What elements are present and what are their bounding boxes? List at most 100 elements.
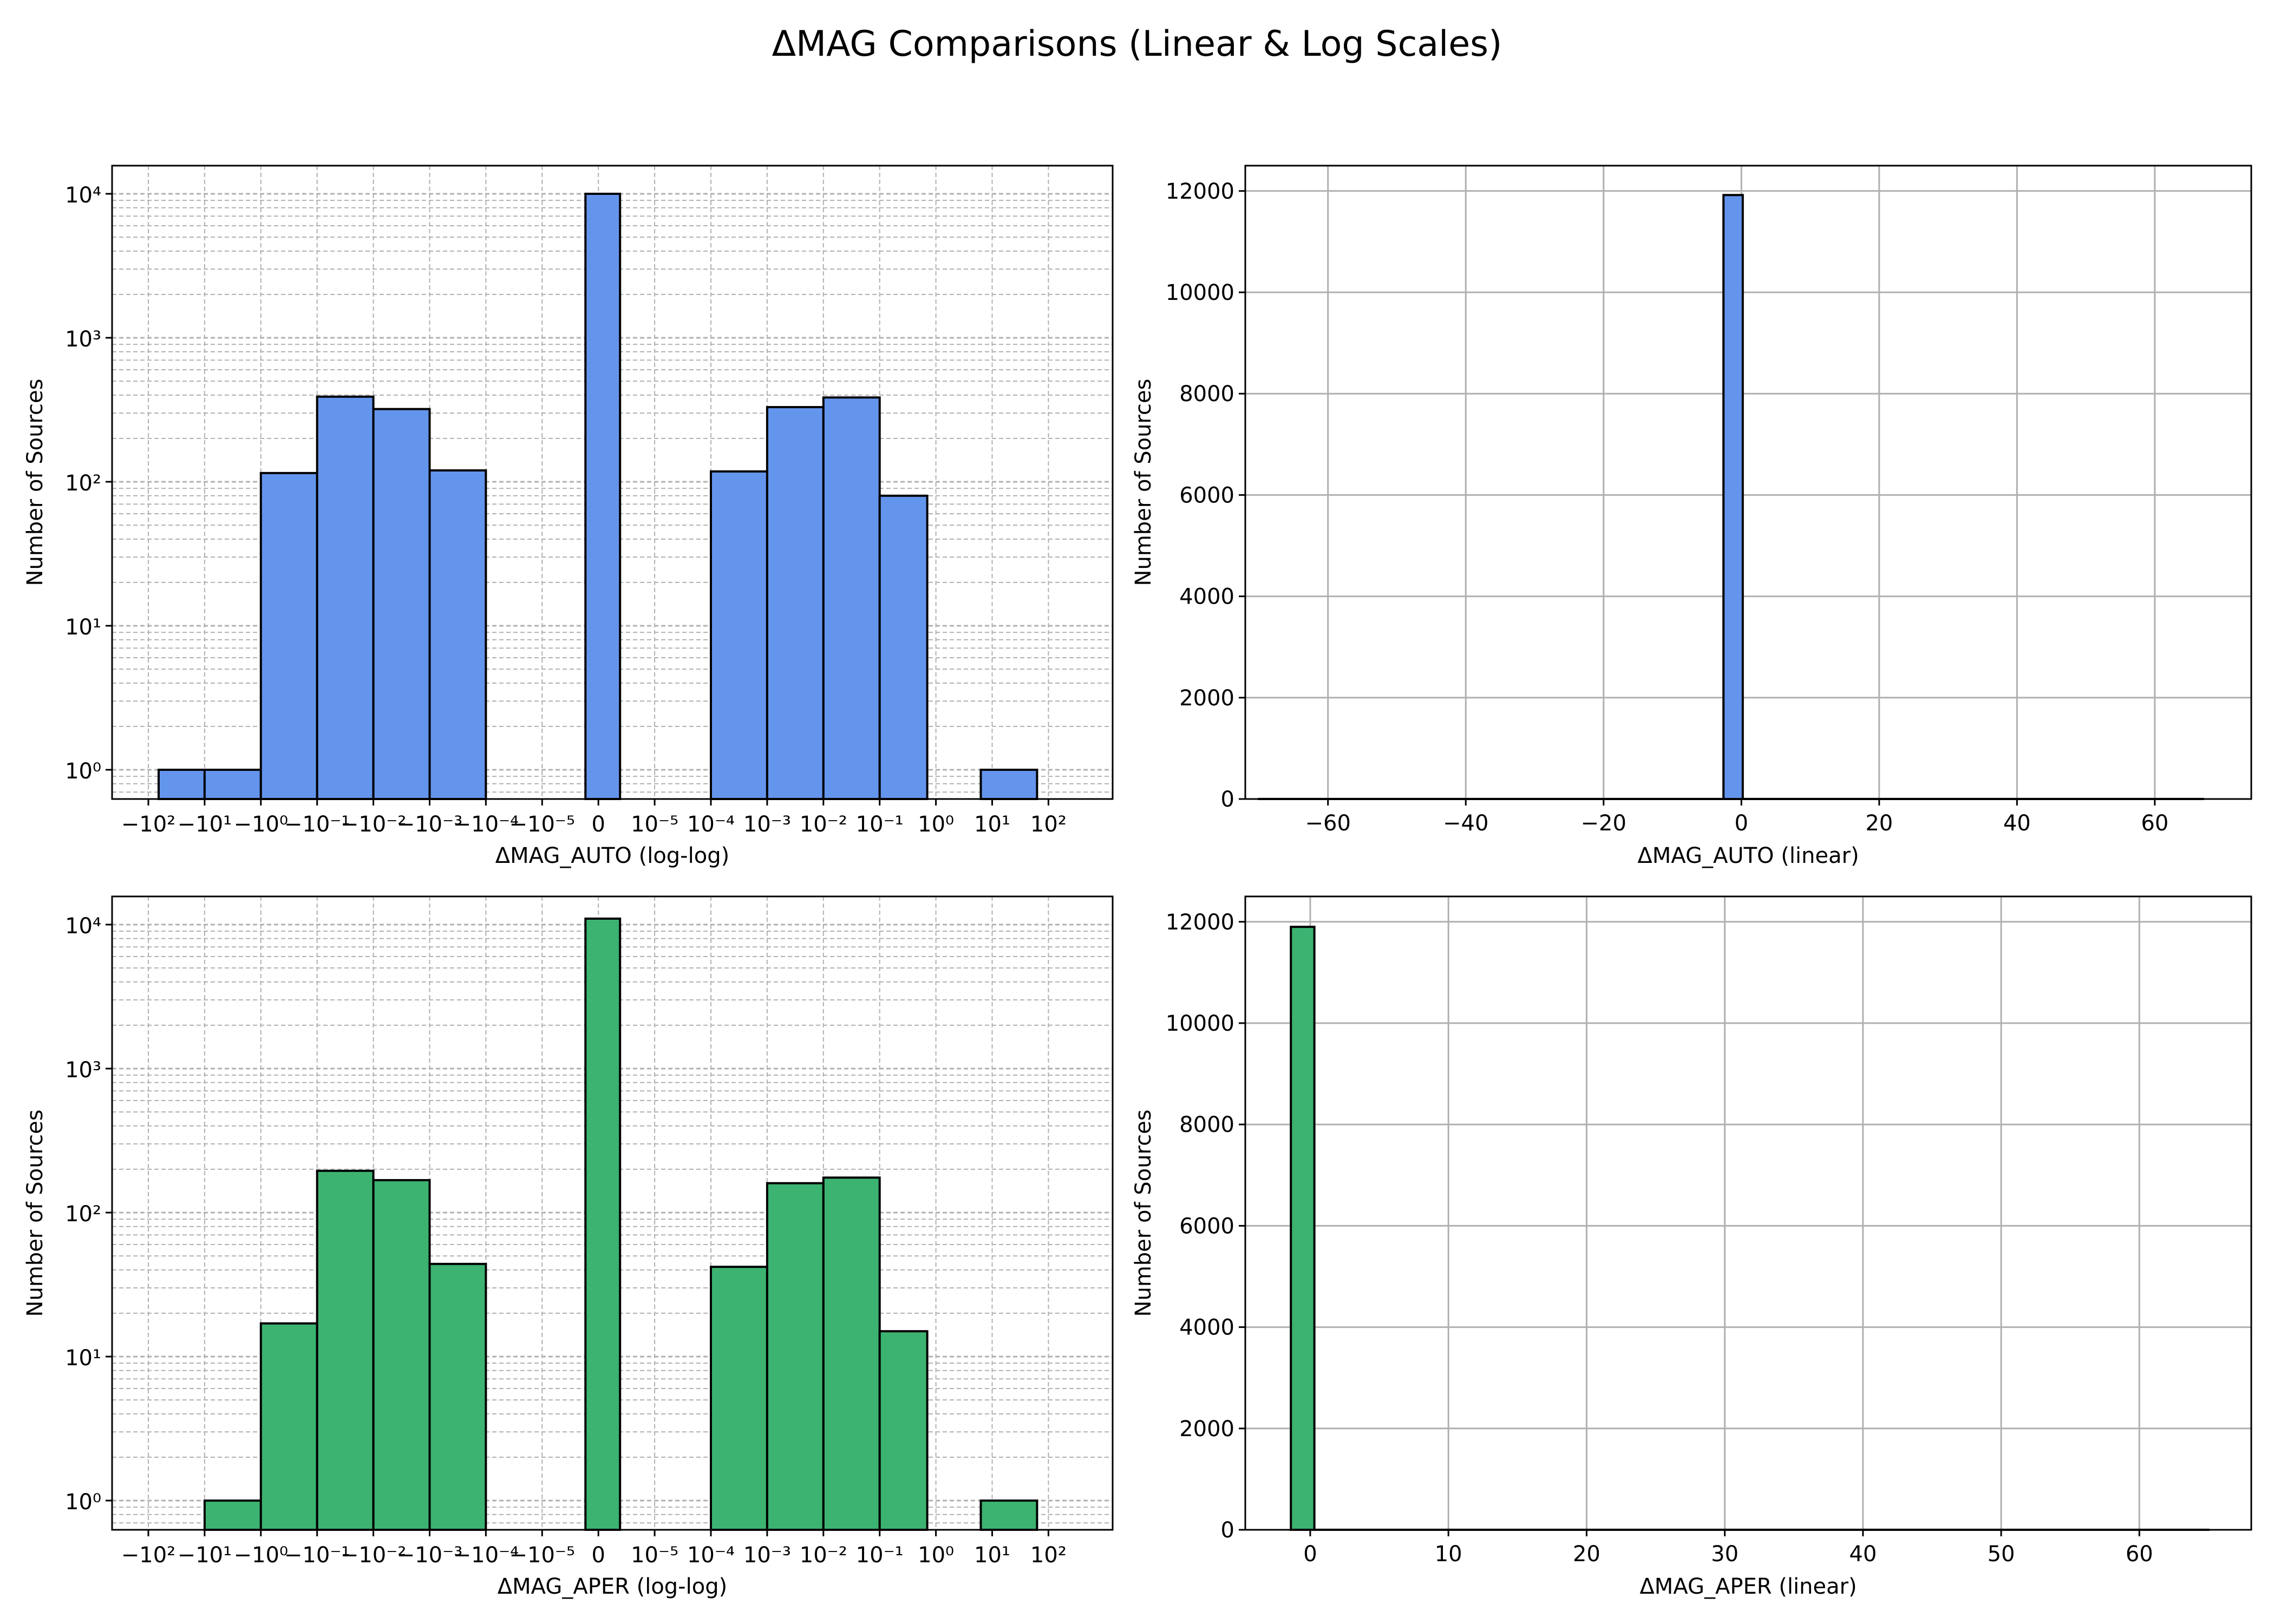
x-axis-label: ΔMAG_AUTO (log-log) <box>495 843 729 868</box>
histogram-bar <box>203 1499 262 1531</box>
y-tick-label: 2000 <box>1179 1417 1234 1442</box>
histogram-bar <box>822 1176 881 1531</box>
x-tick-label: 10⁻² <box>800 812 847 837</box>
x-axis-label: ΔMAG_AUTO (linear) <box>1637 843 1859 868</box>
x-tick-label: 10⁻⁵ <box>631 1543 678 1568</box>
x-tick-label: −10⁻¹ <box>284 812 350 837</box>
x-tick-label: 50 <box>1988 1542 2015 1567</box>
x-tick-label: −10² <box>121 1543 175 1568</box>
histogram-bar <box>584 917 622 1531</box>
figure-title: ΔMAG Comparisons (Linear & Log Scales) <box>772 24 1502 64</box>
x-tick-label: −10⁻⁵ <box>509 812 576 837</box>
x-tick-label: −10⁻² <box>341 1543 407 1568</box>
histogram-bar <box>1290 926 1316 1531</box>
y-tick-label: 0 <box>1221 787 1234 812</box>
x-tick-label: −10⁻¹ <box>284 1543 350 1568</box>
x-tick-label: 10¹ <box>974 1543 1010 1568</box>
y-tick-label: 10⁴ <box>65 914 101 939</box>
x-axis-label: ΔMAG_APER (linear) <box>1639 1574 1857 1599</box>
histogram-bar <box>584 193 622 800</box>
x-tick-label: 10⁻³ <box>743 1543 791 1568</box>
x-tick-label: 40 <box>1849 1542 1877 1567</box>
histogram-bar <box>878 494 929 800</box>
y-tick-label: 6000 <box>1179 1214 1234 1239</box>
x-tick-label: −40 <box>1443 811 1488 836</box>
x-tick-label: −10⁻⁴ <box>453 812 519 837</box>
panel-auto-linear: 0 2000 4000 6000 8000 10000 12000 −60 −40 −20 0 20 4… <box>1131 165 2252 868</box>
x-tick-label: 10⁰ <box>918 1543 954 1568</box>
x-tick-label: 60 <box>2126 1542 2153 1567</box>
y-axis-label: Number of Sources <box>23 1110 48 1317</box>
histogram-bar <box>766 1182 825 1531</box>
y-tick-label: 10⁴ <box>65 183 101 208</box>
histogram-bar <box>372 1179 431 1531</box>
x-tick-label: 10 <box>1435 1542 1462 1567</box>
x-tick-label: −10¹ <box>178 1543 232 1568</box>
x-tick-label: 0 <box>591 812 605 837</box>
x-tick-label: 10¹ <box>974 812 1010 837</box>
y-tick-label: 4000 <box>1179 585 1234 610</box>
x-tick-label: −10⁻² <box>341 812 407 837</box>
y-tick-label: 2000 <box>1179 686 1234 711</box>
histogram-bar <box>428 469 487 800</box>
x-tick-label: 10⁻² <box>800 1543 847 1568</box>
x-tick-label: 20 <box>1573 1542 1600 1567</box>
y-tick-label: 4000 <box>1179 1315 1234 1340</box>
x-tick-label: 10⁻⁵ <box>631 812 678 837</box>
histogram-bar <box>259 1322 318 1531</box>
x-tick-label: 10⁻³ <box>743 812 791 837</box>
x-tick-label: −10² <box>121 812 175 837</box>
x-tick-label: 0 <box>1735 811 1748 836</box>
histogram-bar <box>979 769 1038 800</box>
histogram-bar <box>316 1169 375 1531</box>
y-axis-label: Number of Sources <box>23 379 48 586</box>
x-tick-label: −20 <box>1581 811 1626 836</box>
y-tick-label: 10000 <box>1166 280 1234 305</box>
x-tick-label: −10⁻⁵ <box>509 1543 576 1568</box>
histogram-bar <box>158 769 206 800</box>
histogram-bar <box>766 406 825 800</box>
histogram-bar <box>259 472 318 800</box>
y-tick-label: 10¹ <box>65 1346 101 1371</box>
y-axis-label: Number of Sources <box>1131 379 1156 586</box>
axes-frame <box>1244 165 2252 800</box>
x-tick-label: 10⁻¹ <box>856 812 904 837</box>
y-tick-label: 8000 <box>1179 382 1234 407</box>
histogram-bar <box>1722 194 1744 801</box>
y-tick-label: 10³ <box>65 1058 101 1083</box>
y-tick-label: 10⁰ <box>65 759 101 784</box>
histogram-bar <box>316 395 375 800</box>
x-tick-label: 10⁻⁴ <box>687 1543 735 1568</box>
x-tick-label: −10⁻³ <box>397 812 463 837</box>
x-tick-label: −60 <box>1305 811 1351 836</box>
x-tick-label: −10⁰ <box>234 812 288 837</box>
histogram-bar <box>822 396 881 800</box>
y-tick-label: 12000 <box>1166 910 1234 935</box>
x-tick-label: 20 <box>1865 811 1893 836</box>
histogram-bar <box>979 1499 1038 1531</box>
y-tick-label: 10² <box>65 1202 101 1227</box>
y-tick-label: 8000 <box>1179 1112 1234 1137</box>
x-tick-label: 40 <box>2003 811 2031 836</box>
histogram-bar <box>710 1266 768 1531</box>
y-tick-label: 10000 <box>1166 1011 1234 1036</box>
x-tick-label: −10⁻³ <box>397 1543 463 1568</box>
panel-aper-linear: 0 2000 4000 6000 8000 10000 12000 0 10 20 30 40 50 60… <box>1131 895 2252 1599</box>
x-tick-label: 10² <box>1030 1543 1067 1568</box>
y-tick-label: 10³ <box>65 327 101 352</box>
axes-frame <box>1244 895 2252 1531</box>
y-tick-label: 0 <box>1221 1518 1234 1543</box>
y-tick-label: 10⁰ <box>65 1490 101 1515</box>
histogram-bar <box>710 470 768 800</box>
x-tick-label: 60 <box>2141 811 2168 836</box>
y-axis-label: Number of Sources <box>1131 1110 1156 1317</box>
y-tick-label: 12000 <box>1166 179 1234 204</box>
y-tick-label: 6000 <box>1179 483 1234 508</box>
x-tick-label: 30 <box>1711 1542 1739 1567</box>
x-tick-label: 10⁻⁴ <box>687 812 735 837</box>
x-tick-label: 10⁻¹ <box>856 1543 904 1568</box>
x-tick-label: 10⁰ <box>918 812 954 837</box>
x-tick-label: −10¹ <box>178 812 232 837</box>
